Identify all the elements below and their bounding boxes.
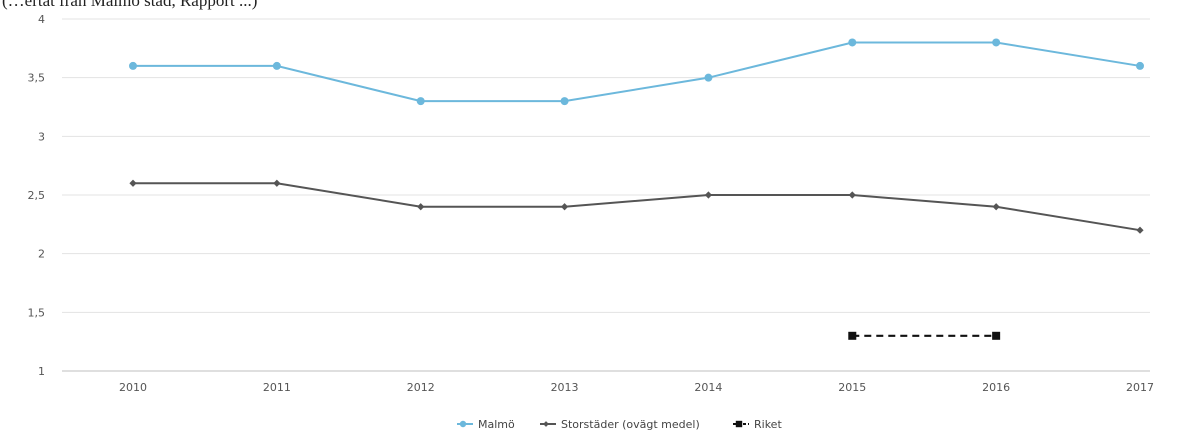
x-tick-label: 2012 <box>407 381 435 394</box>
legend-label: Riket <box>754 418 782 431</box>
series-1 <box>129 179 1144 234</box>
series-2 <box>848 331 1001 340</box>
x-axis-ticks: 2010 2011 2012 2013 2014 2015 2016 2017 <box>119 381 1154 394</box>
data-point <box>273 179 281 187</box>
data-point <box>1136 226 1144 234</box>
data-point <box>543 421 549 427</box>
y-tick-label: 4 <box>38 13 45 26</box>
y-tick-label: 1 <box>38 365 45 378</box>
data-point <box>992 203 1000 211</box>
x-tick-label: 2014 <box>694 381 722 394</box>
series-line <box>133 41 1141 103</box>
series-line <box>133 182 1141 232</box>
x-tick-label: 2011 <box>263 381 291 394</box>
x-tick-label: 2010 <box>119 381 147 394</box>
data-point <box>704 73 713 82</box>
x-tick-label: 2013 <box>551 381 579 394</box>
data-point <box>459 420 467 428</box>
data-point <box>1136 61 1144 70</box>
data-point <box>129 179 137 187</box>
y-axis-ticks: 1 1,5 2 2,5 3 3,5 4 <box>28 13 46 378</box>
data-point <box>129 61 137 70</box>
data-point <box>848 191 856 199</box>
x-tick-label: 2017 <box>1126 381 1154 394</box>
y-tick-label: 2,5 <box>28 189 46 202</box>
data-point <box>992 38 1001 47</box>
data-point <box>416 97 425 106</box>
y-tick-label: 3,5 <box>28 72 46 85</box>
data-point <box>992 331 1001 340</box>
x-tick-label: 2016 <box>982 381 1010 394</box>
data-point <box>704 191 713 199</box>
data-point <box>417 203 425 211</box>
figure-caption: (…ertat från Malmö stad, Rapport ...) <box>2 0 258 10</box>
series-0 <box>129 38 1144 106</box>
gridlines <box>62 18 1150 372</box>
data-point <box>560 203 569 211</box>
y-tick-label: 1,5 <box>28 306 46 319</box>
data-point <box>272 61 281 70</box>
legend-item-0: Malmö <box>457 418 515 431</box>
legend-item-2: Riket <box>733 418 782 431</box>
data-point <box>848 38 857 47</box>
y-tick-label: 2 <box>38 248 45 261</box>
legend-label: Storstäder (ovägt medel) <box>561 418 700 431</box>
legend-item-1: Storstäder (ovägt medel) <box>540 418 700 431</box>
legend-label: Malmö <box>478 418 515 431</box>
data-point <box>848 331 857 340</box>
data-point <box>560 97 569 106</box>
series-group <box>129 38 1144 340</box>
legend: Malmö Storstäder (ovägt medel) Riket <box>457 418 782 431</box>
y-tick-label: 3 <box>38 130 45 143</box>
x-tick-label: 2015 <box>838 381 866 394</box>
data-point <box>735 420 743 428</box>
